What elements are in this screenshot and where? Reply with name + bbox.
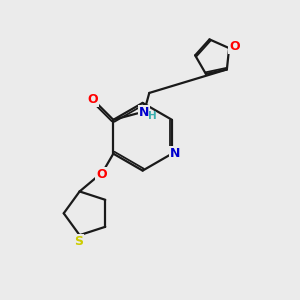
Text: O: O — [96, 168, 106, 181]
Text: S: S — [74, 235, 82, 248]
Text: H: H — [148, 111, 157, 121]
Text: O: O — [229, 40, 240, 53]
Text: N: N — [139, 106, 149, 119]
Text: O: O — [87, 93, 98, 106]
Text: N: N — [170, 147, 180, 160]
